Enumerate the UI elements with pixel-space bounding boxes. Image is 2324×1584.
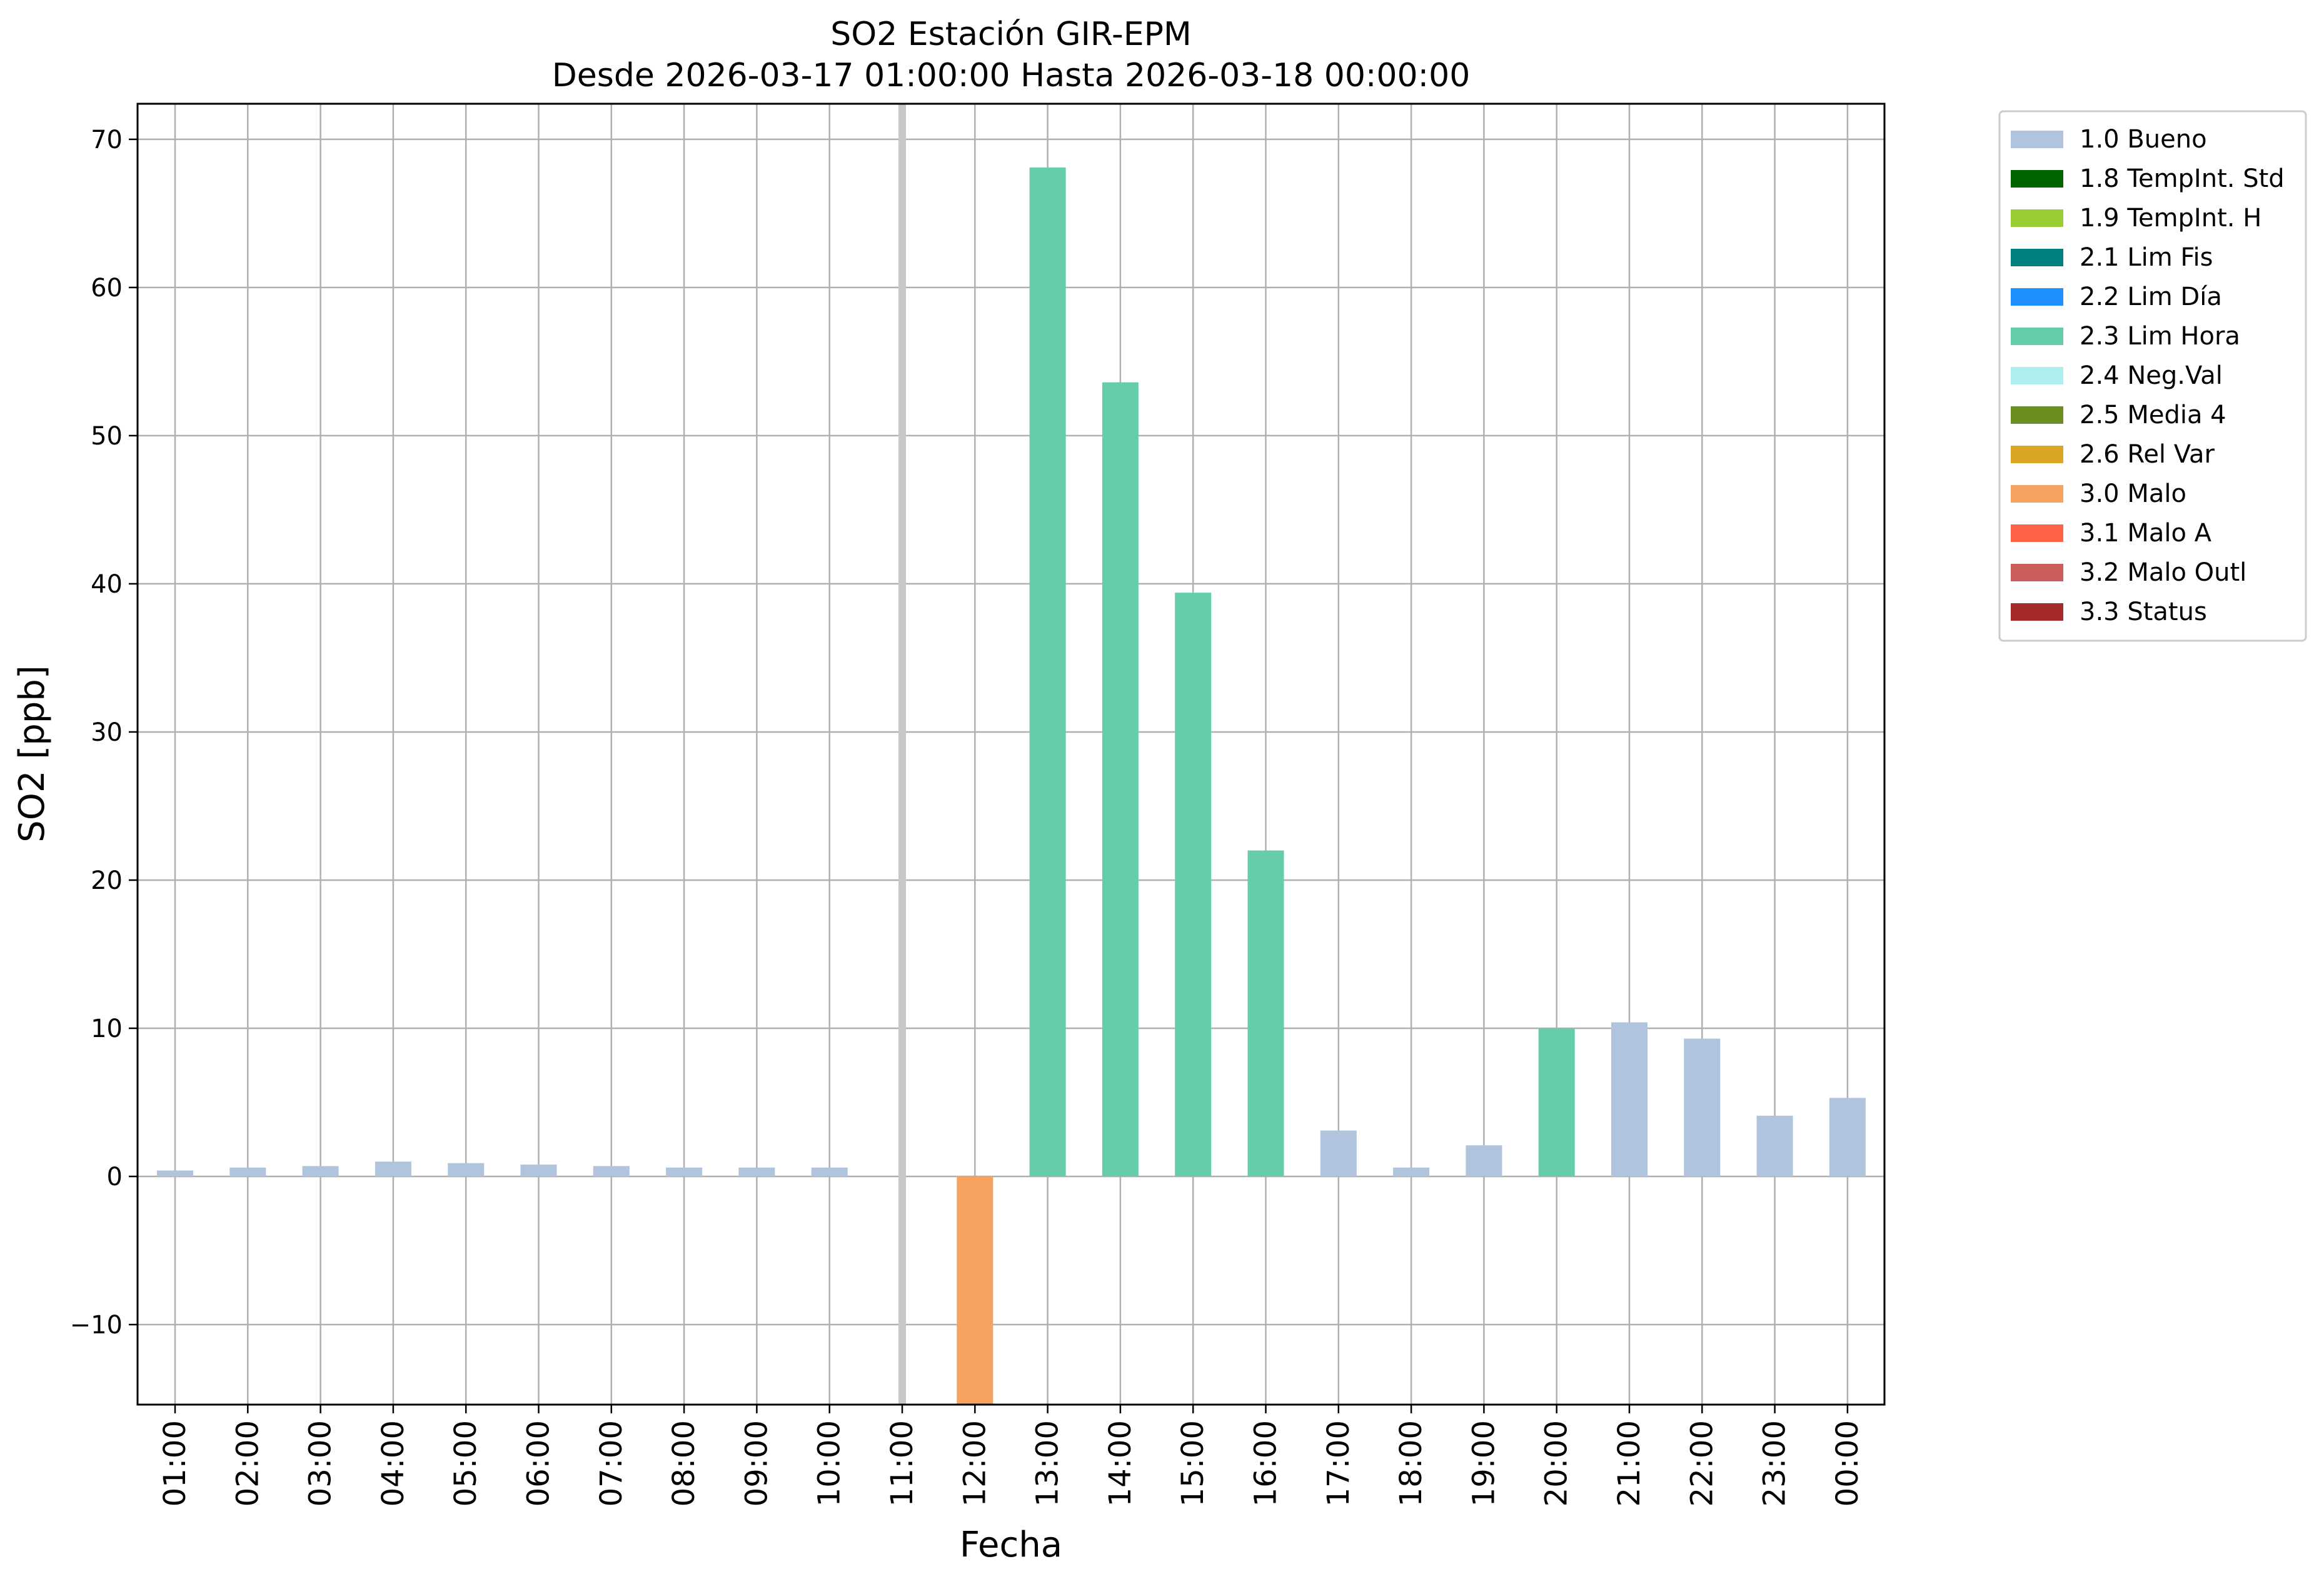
legend-label-9: 3.0 Malo: [2080, 479, 2186, 508]
y-tick-label-1: 0: [107, 1163, 123, 1191]
x-tick-label-22: 23:00: [1758, 1420, 1793, 1506]
legend-label-0: 1.0 Bueno: [2080, 125, 2207, 154]
bar-1600: [1247, 850, 1284, 1176]
bar-2000: [1538, 1028, 1575, 1176]
y-tick-label-4: 30: [91, 718, 123, 747]
legend-label-6: 2.4 Neg.Val: [2080, 361, 2223, 390]
x-tick-label-8: 09:00: [739, 1420, 774, 1506]
x-tick-label-1: 02:00: [230, 1420, 265, 1506]
legend-label-3: 2.1 Lim Fis: [2080, 243, 2213, 272]
x-tick-label-4: 05:00: [448, 1420, 483, 1506]
plot-area-frame: [136, 103, 1886, 1406]
bar-1900: [1466, 1145, 1502, 1176]
legend-swatch-5: [2011, 328, 2063, 345]
legend-swatch-9: [2011, 485, 2063, 503]
x-axis-ticks: 01:00 02:00 03:00 04:00 05:00 06:00 07:00 08:00…: [158, 1405, 1865, 1506]
missing-data-marker-group: [898, 104, 906, 1405]
legend-label-1: 1.8 TempInt. Std: [2080, 164, 2285, 193]
x-tick-label-7: 08:00: [667, 1420, 702, 1506]
x-tick-label-10: 11:00: [885, 1420, 920, 1506]
grid-lines: [138, 104, 1884, 1405]
x-tick-label-19: 20:00: [1539, 1420, 1574, 1506]
chart-title: SO2 Estación GIR-EPM: [830, 16, 1192, 53]
bar-0500: [448, 1163, 485, 1176]
missing-data-marker: [898, 104, 906, 1405]
bar-0700: [593, 1166, 630, 1176]
x-tick-label-17: 18:00: [1394, 1420, 1429, 1506]
x-tick-label-15: 16:00: [1249, 1420, 1284, 1506]
bars: [157, 167, 1866, 1405]
legend-label-7: 2.5 Media 4: [2080, 401, 2226, 429]
legend-swatch-0: [2011, 131, 2063, 148]
x-tick-label-2: 03:00: [303, 1420, 338, 1506]
x-tick-label-20: 21:00: [1612, 1420, 1647, 1506]
legend-label-5: 2.3 Lim Hora: [2080, 322, 2240, 351]
x-tick-label-9: 10:00: [812, 1420, 847, 1506]
legend-label-10: 3.1 Malo A: [2080, 519, 2212, 548]
x-tick-label-14: 15:00: [1175, 1420, 1210, 1506]
legend-label-11: 3.2 Malo Outl: [2080, 558, 2246, 587]
y-tick-label-5: 40: [91, 570, 123, 599]
x-tick-label-23: 00:00: [1830, 1420, 1865, 1506]
x-tick-label-12: 13:00: [1030, 1420, 1065, 1506]
legend-label-4: 2.2 Lim Día: [2080, 283, 2222, 311]
bar-0200: [229, 1167, 266, 1176]
legend-label-12: 3.3 Status: [2080, 598, 2207, 626]
legend-swatch-4: [2011, 288, 2063, 306]
bar-2100: [1611, 1022, 1647, 1176]
legend-swatch-6: [2011, 367, 2063, 384]
x-tick-label-11: 12:00: [957, 1420, 992, 1506]
x-tick-label-3: 04:00: [376, 1420, 411, 1506]
bar-2200: [1684, 1038, 1721, 1176]
x-axis-label: Fecha: [960, 1525, 1062, 1565]
y-tick-label-3: 20: [91, 866, 123, 895]
x-tick-label-0: 01:00: [158, 1420, 193, 1506]
y-axis-ticks: −10 0 10 20 30 40 50 60 70: [70, 126, 138, 1340]
chart-subtitle: Desde 2026-03-17 01:00:00 Hasta 2026-03-…: [552, 57, 1471, 94]
legend-swatch-11: [2011, 564, 2063, 581]
legend-swatch-8: [2011, 446, 2063, 463]
bar-2300: [1756, 1115, 1793, 1176]
bar-1300: [1029, 167, 1066, 1176]
x-tick-label-6: 07:00: [594, 1420, 629, 1506]
bar-1500: [1175, 593, 1212, 1176]
x-tick-label-5: 06:00: [521, 1420, 556, 1506]
legend-swatch-1: [2011, 170, 2063, 188]
y-tick-label-2: 10: [91, 1015, 123, 1043]
x-tick-label-13: 14:00: [1103, 1420, 1138, 1506]
legend-label-8: 2.6 Rel Var: [2080, 440, 2215, 469]
y-tick-label-7: 60: [91, 274, 123, 303]
x-tick-label-18: 19:00: [1466, 1420, 1501, 1506]
bar-1000: [811, 1167, 848, 1176]
legend-swatch-12: [2011, 603, 2063, 621]
legend-frame: [1998, 110, 2307, 642]
bar-1400: [1102, 382, 1139, 1176]
legend-swatch-3: [2011, 249, 2063, 266]
bar-1700: [1320, 1130, 1357, 1176]
bar-1800: [1393, 1167, 1430, 1176]
legend-swatch-2: [2011, 209, 2063, 227]
bar-0000: [1829, 1098, 1866, 1176]
bar-0900: [738, 1167, 775, 1176]
bar-1200: [957, 1176, 993, 1405]
bar-0400: [375, 1161, 411, 1176]
x-tick-label-16: 17:00: [1321, 1420, 1356, 1506]
bar-0600: [520, 1165, 557, 1176]
legend-swatch-10: [2011, 524, 2063, 542]
bar-0800: [666, 1167, 703, 1176]
y-tick-label-6: 50: [91, 422, 123, 451]
x-tick-label-21: 22:00: [1684, 1420, 1719, 1506]
bar-0300: [302, 1166, 339, 1176]
y-tick-label-0: −10: [70, 1311, 123, 1340]
bar-0100: [157, 1170, 193, 1176]
legend-label-2: 1.9 TempInt. H: [2080, 204, 2261, 233]
legend-swatch-7: [2011, 406, 2063, 424]
y-axis-label: SO2 [ppb]: [12, 665, 53, 842]
y-tick-label-8: 70: [91, 126, 123, 154]
legend: 1.0 Bueno 1.8 TempInt. Std 1.9 TempInt. H 2…: [1998, 110, 2307, 642]
